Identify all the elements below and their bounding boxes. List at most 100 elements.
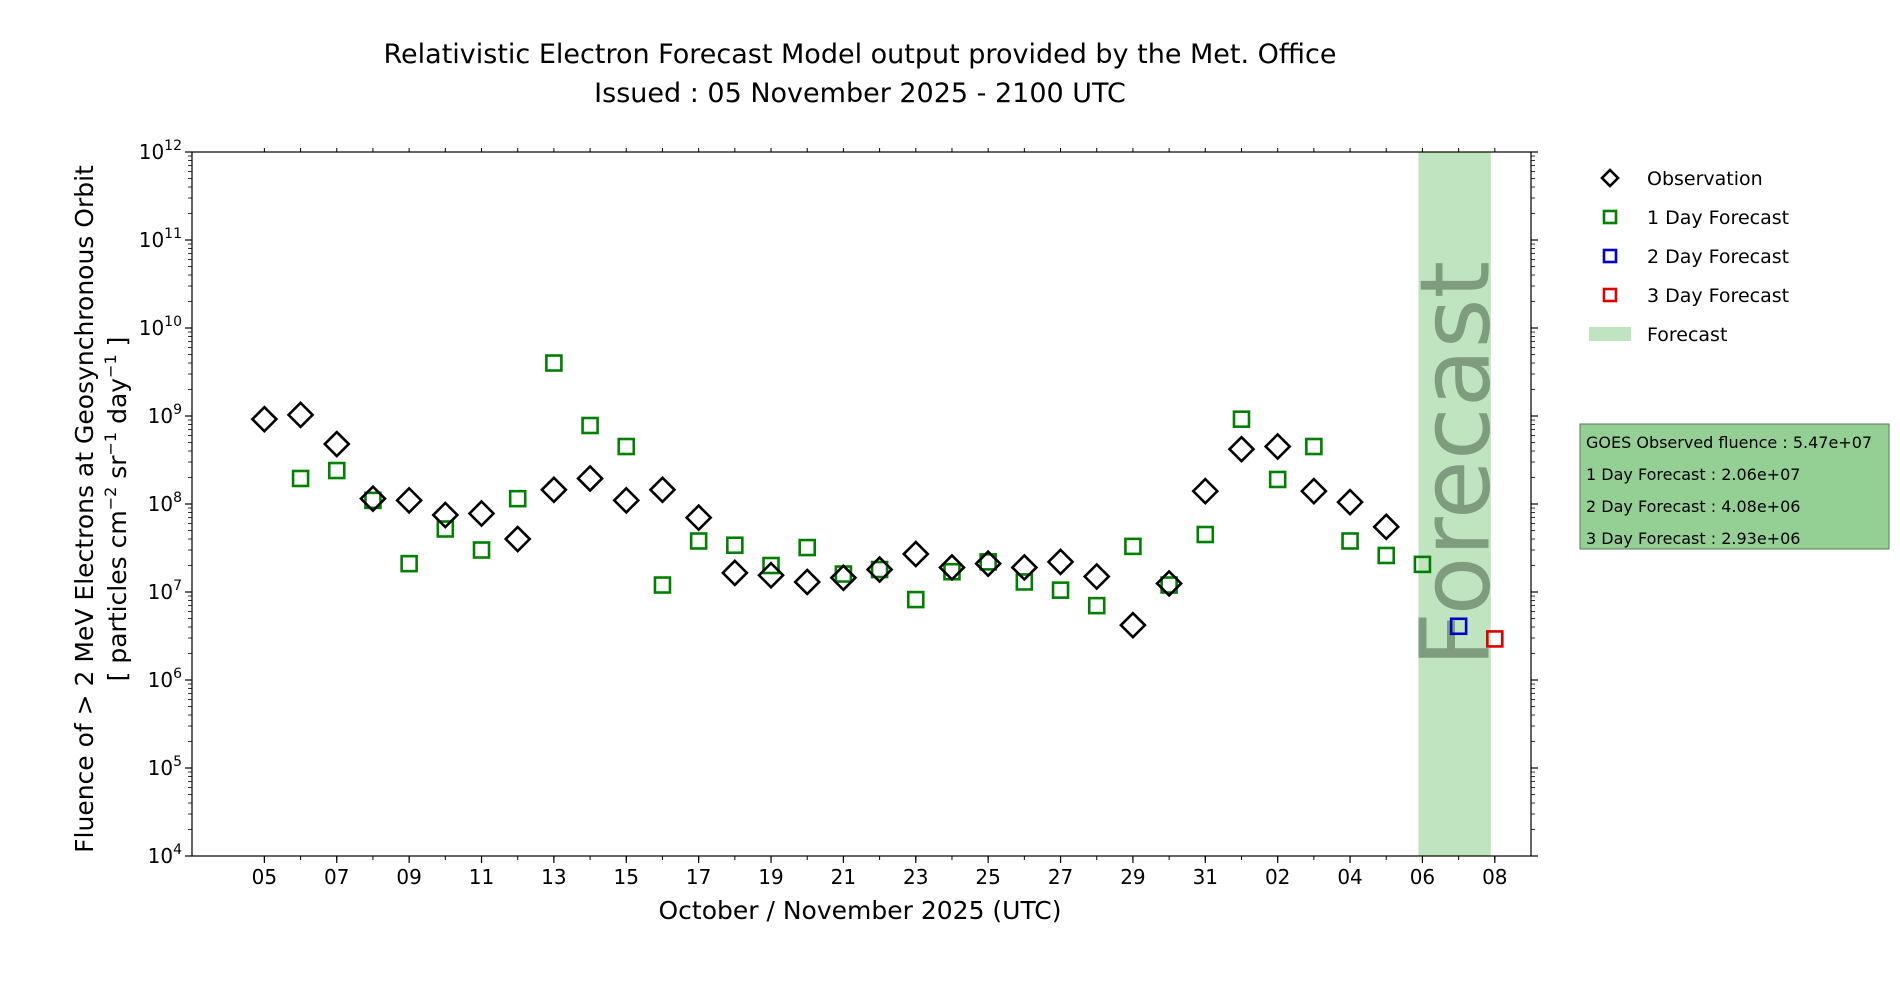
forecast-point [1196, 525, 1215, 544]
summary-line: GOES Observed fluence : 5.47e+07 [1586, 433, 1872, 452]
observation-point [1046, 548, 1075, 576]
summary-line: 3 Day Forecast : 2.93e+06 [1586, 529, 1800, 548]
forecast-point [689, 532, 708, 550]
forecast-point [1413, 555, 1432, 574]
legend-square-icon [1602, 248, 1618, 264]
y-tick-exponent: 12 [164, 138, 182, 154]
y-tick-exponent: 4 [173, 842, 182, 858]
legend: Observation 1 Day Forecast 2 Day Forecast 3… [1589, 168, 1789, 346]
x-tick-label: 13 [541, 865, 566, 889]
forecast-point [1305, 437, 1323, 456]
legend-item: 1 Day Forecast [1602, 207, 1789, 229]
x-tick-label: 08 [1482, 865, 1507, 889]
y-axis-label-line-2: [ particles cm−2 sr−1 day−1 ] [101, 337, 132, 682]
x-tick-label: 09 [396, 865, 421, 889]
y-tick-exponent: 6 [173, 666, 182, 682]
plot-area [192, 152, 1531, 856]
forecast-point [364, 491, 382, 510]
ylabel-part-3: day [103, 378, 132, 432]
observation-point [395, 486, 423, 515]
observation-point [540, 475, 568, 504]
x-tick-label: 07 [324, 865, 349, 889]
forecast-point [291, 469, 310, 488]
y-tick-exponent: 5 [173, 754, 182, 770]
forecast-point [545, 354, 563, 372]
forecast-point [979, 553, 997, 571]
y-tick-base: 10 [148, 492, 173, 516]
summary-line: 1 Day Forecast : 2.06e+07 [1586, 465, 1800, 484]
y-axis-label: Fluence of > 2 MeV Electrons at Geosynch… [70, 165, 99, 853]
observation-point [1082, 562, 1111, 591]
forecast-point [653, 576, 672, 594]
observation-point [250, 405, 279, 434]
x-tick-label: 25 [975, 865, 1000, 889]
y-tick-label: 108 [148, 490, 182, 516]
summary-box-background [1579, 423, 1890, 550]
legend-label: 3 Day Forecast [1647, 285, 1789, 307]
fluence-summary-box: GOES Observed fluence : 5.47e+07 1 Day Fo… [1579, 423, 1890, 550]
observation-point [720, 559, 749, 587]
ylabel-exp-1: −2 [101, 487, 120, 511]
ylabel-part-4: ] [103, 337, 132, 355]
y-tick-base: 10 [148, 580, 173, 604]
observation-point [503, 525, 532, 553]
legend-patch-icon [1589, 327, 1631, 341]
observation-point [793, 568, 822, 596]
observation-point [1300, 477, 1328, 505]
observation-point [322, 430, 351, 458]
observation-point [829, 563, 858, 592]
y-axis-label-units: [ particles cm−2 sr−1 day−1 ] [101, 337, 132, 682]
chart-subtitle: Issued : 05 November 2025 - 2100 UTC [594, 78, 1126, 109]
observation-point [286, 401, 315, 429]
observation-point [1336, 488, 1364, 516]
y-tick-exponent: 11 [164, 226, 182, 242]
forecast-point [798, 538, 817, 557]
ylabel-exp-2: −1 [101, 432, 120, 456]
y-tick-exponent: 9 [173, 402, 182, 418]
forecast-region: Forecast [1400, 152, 1512, 856]
y-tick-exponent: 7 [173, 578, 182, 594]
series-3-day-forecast [1486, 630, 1504, 648]
observation-point [1155, 569, 1183, 598]
forecast-point [617, 437, 636, 456]
series-1-day-forecast [291, 354, 1432, 615]
y-tick-base: 10 [139, 316, 164, 340]
forecast-point [581, 416, 599, 435]
x-tick-label: 21 [831, 865, 856, 889]
x-tick-label: 27 [1048, 865, 1073, 889]
ylabel-part-1: [ particles cm [103, 510, 132, 681]
legend-diamond-icon [1600, 168, 1620, 188]
observation-point [901, 540, 930, 568]
summary-line: 2 Day Forecast : 4.08e+06 [1586, 497, 1800, 516]
forecast-point [1160, 576, 1178, 594]
observation-point [757, 561, 785, 590]
x-axis-label: October / November 2025 (UTC) [658, 896, 1061, 925]
y-axis-label-line-1: Fluence of > 2 MeV Electrons at Geosynch… [70, 165, 99, 853]
observation-point [359, 484, 387, 513]
y-tick-label: 1010 [139, 314, 182, 340]
x-tick-label: 29 [1120, 865, 1145, 889]
observation-point [865, 555, 894, 584]
forecast-point [1341, 532, 1359, 550]
series-2-day-forecast [1449, 617, 1468, 636]
forecast-point [726, 536, 744, 555]
data-series [250, 354, 1504, 648]
forecast-point [1015, 573, 1034, 591]
forecast-point [472, 541, 491, 559]
x-tick-label: 31 [1193, 865, 1218, 889]
x-tick-label: 23 [903, 865, 928, 889]
forecast-point [1051, 581, 1070, 599]
observation-point [1372, 513, 1401, 541]
plot-background [192, 152, 1531, 856]
forecast-point [400, 554, 418, 573]
chart-title: Relativistic Electron Forecast Model out… [384, 39, 1337, 70]
observation-point [938, 553, 966, 582]
legend-item: Forecast [1589, 324, 1727, 346]
y-tick-label: 1011 [139, 226, 182, 252]
observation-point [1010, 553, 1039, 582]
legend-label: Forecast [1647, 324, 1727, 346]
forecast-point [327, 461, 346, 480]
x-tick-label: 17 [686, 865, 711, 889]
